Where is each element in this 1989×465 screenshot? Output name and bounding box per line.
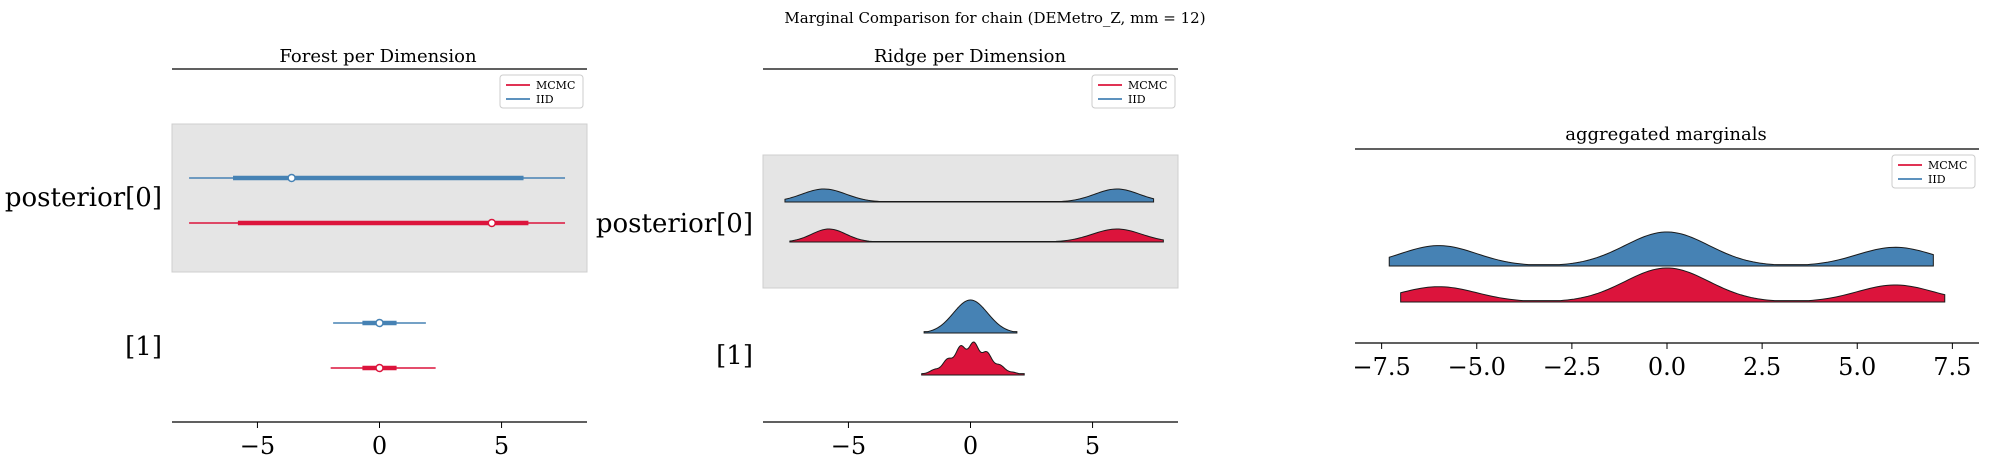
forest-panel: Forest per Dimension −5 0 5 posterior[0] [1]… [5, 46, 588, 460]
x-tick-label: 5 [1085, 432, 1100, 460]
x-tick-label: 5.0 [1838, 353, 1876, 381]
point-estimate [487, 218, 497, 228]
aggregated-panel-title: aggregated marginals [1565, 124, 1766, 145]
density-ridge [923, 299, 1018, 334]
y-row-label: posterior[0] [5, 183, 162, 213]
x-tick-label: 0 [963, 432, 978, 460]
y-row-label: [1] [716, 341, 753, 371]
legend-label: MCMC [1928, 159, 1967, 172]
x-tick-label: −5.0 [1448, 353, 1506, 381]
y-row-label: [1] [125, 332, 162, 362]
shaded-band [171, 123, 588, 273]
density-ridge [1400, 267, 1946, 303]
legend-label: MCMC [1128, 79, 1167, 92]
x-tick-label: 5 [494, 432, 509, 460]
x-tick-label: 0 [372, 432, 387, 460]
x-tick-label: 2.5 [1743, 353, 1781, 381]
x-tick-label: −5 [831, 432, 866, 460]
y-row-label: posterior[0] [596, 209, 753, 239]
point-estimate [375, 318, 384, 328]
legend-label: MCMC [536, 79, 575, 92]
ridge-panel-title: Ridge per Dimension [874, 46, 1067, 67]
x-tick-label: 0.0 [1648, 353, 1686, 381]
point-estimate [287, 173, 296, 183]
legend-label: IID [536, 93, 554, 106]
density-ridge [921, 341, 1025, 376]
density-ridge [784, 188, 1155, 203]
figure-title: Marginal Comparison for chain (DEMetro_Z… [784, 9, 1205, 27]
legend-label: IID [1128, 93, 1146, 106]
x-tick-label: −2.5 [1543, 353, 1601, 381]
ridge-panel: Ridge per Dimension −5 0 5 posterior[0] [1] M… [596, 46, 1179, 460]
forest-panel-title: Forest per Dimension [279, 46, 477, 67]
aggregated-panel: aggregated marginals −7.5 −5.0 −2.5 0.0 2.5 5… [1352, 124, 1979, 381]
x-tick-label: −5 [240, 432, 275, 460]
x-tick-label: 7.5 [1933, 353, 1971, 381]
legend-label: IID [1928, 173, 1946, 186]
point-estimate [375, 363, 384, 373]
x-tick-label: −7.5 [1352, 353, 1410, 381]
shaded-band [762, 154, 1179, 289]
density-ridge [1388, 231, 1934, 267]
density-ridge [789, 228, 1164, 243]
